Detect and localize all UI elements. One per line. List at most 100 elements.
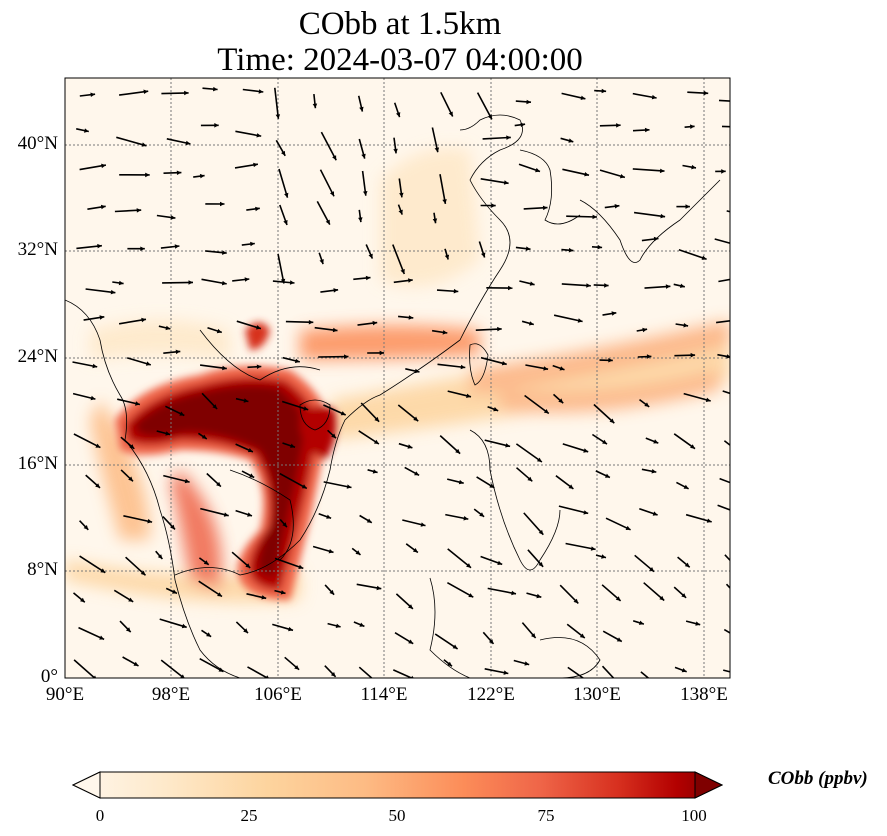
wind-arrow-shaft <box>277 253 285 284</box>
wind-arrow-head <box>344 354 349 359</box>
wind-arrow-head <box>243 628 248 634</box>
wind-arrow-head <box>740 395 745 399</box>
wind-arrow-shaft <box>437 363 466 369</box>
x-tick-label: 130°E <box>573 684 621 705</box>
wind-arrow-head <box>290 443 295 448</box>
wind-arrow-shaft <box>118 90 149 96</box>
wind-arrow-head <box>217 592 222 597</box>
wind-arrow-shaft <box>320 131 337 161</box>
wind-arrow-head <box>128 597 134 602</box>
wind-arrow-head <box>583 510 589 515</box>
wind-arrow-head <box>642 327 648 333</box>
wind-arrow-head <box>466 563 471 568</box>
wind-arrow-head <box>732 318 737 323</box>
wind-arrow-shaft <box>163 474 190 483</box>
wind-arrow-head <box>505 443 511 448</box>
wind-arrow-head <box>529 281 535 286</box>
wind-arrow-shaft <box>718 278 730 283</box>
wind-arrow-head <box>125 627 131 633</box>
wind-arrow-head <box>294 358 300 364</box>
wind-arrow-shaft <box>392 669 414 678</box>
wind-arrow-shaft <box>524 394 550 415</box>
wind-arrow-shaft <box>358 666 373 678</box>
wind-arrow-shaft <box>440 91 454 117</box>
wind-arrow-head <box>329 191 334 197</box>
wind-arrow-head <box>652 511 658 516</box>
wind-arrow-head <box>181 623 187 629</box>
wind-arrow-head <box>432 218 438 224</box>
wind-arrow-head <box>527 476 533 482</box>
wind-arrow-head <box>646 354 652 359</box>
wind-arrow-shaft <box>439 174 447 205</box>
wind-arrow-head <box>586 283 591 288</box>
wind-arrow-head <box>288 626 293 632</box>
x-tick-label: 122°E <box>467 684 515 705</box>
wind-arrow-head <box>583 448 589 453</box>
wind-arrow-head <box>331 433 336 439</box>
wind-arrow-head <box>223 512 229 517</box>
wind-arrow-head <box>453 288 459 294</box>
wind-arrow-head <box>721 169 726 174</box>
wind-arrow-head <box>408 639 414 644</box>
wind-arrow-head <box>172 589 177 594</box>
wind-arrow-shaft <box>515 443 543 463</box>
wind-arrow-head <box>359 106 364 112</box>
wind-arrow-head <box>408 604 413 609</box>
wind-arrow-head <box>326 514 332 519</box>
wind-arrow-head <box>503 180 509 185</box>
wind-arrow-head <box>372 320 378 326</box>
wind-arrow-head <box>741 244 746 248</box>
wind-arrow-head <box>258 89 264 94</box>
wind-arrow-shaft <box>643 582 665 602</box>
wind-arrow-head <box>584 172 589 177</box>
wind-arrow-head <box>681 668 687 673</box>
wind-arrow-shaft <box>73 659 96 678</box>
wind-arrow-shaft <box>278 168 289 198</box>
wind-arrow-head <box>508 285 513 291</box>
wind-arrow-head <box>703 90 709 96</box>
wind-arrow-head <box>393 148 398 154</box>
wind-arrow-head <box>312 103 318 109</box>
wind-arrow-head <box>460 364 466 370</box>
wind-arrow-shaft <box>717 504 730 511</box>
wind-arrow-head <box>602 439 607 445</box>
wind-arrow-head <box>525 246 531 251</box>
wind-arrow-head <box>136 208 142 213</box>
wind-arrow-head <box>408 315 414 320</box>
wind-arrow-head <box>245 563 251 568</box>
wind-arrow-head <box>170 524 175 530</box>
wind-arrow-shaft <box>198 580 223 598</box>
wind-arrow-head <box>176 170 182 175</box>
wind-arrow-head <box>261 595 267 600</box>
wind-arrow-head <box>100 204 106 210</box>
wind-arrow-head <box>308 320 314 325</box>
wind-arrow-shaft <box>73 433 101 449</box>
wind-arrow-head <box>653 236 659 242</box>
wind-arrow-shaft <box>279 472 308 490</box>
wind-arrow-shaft <box>447 548 472 569</box>
wind-arrow-head <box>705 397 711 402</box>
x-tick-label: 114°E <box>360 684 408 705</box>
wind-arrow-head <box>145 172 150 178</box>
wind-arrow-head <box>247 512 252 517</box>
wind-arrow-head <box>346 484 352 489</box>
wind-arrow-shaft <box>558 505 589 515</box>
wind-arrow-head <box>577 318 583 323</box>
wind-arrow-head <box>690 444 695 449</box>
wind-arrow-shaft <box>199 364 227 370</box>
wind-arrow-head <box>332 327 338 333</box>
coastlines <box>65 114 721 678</box>
wind-arrow-head <box>174 244 180 249</box>
wind-arrow-head <box>573 598 579 604</box>
wind-arrow-shaft <box>281 400 309 411</box>
colorbar-bar <box>71 771 724 799</box>
wind-arrow-head <box>355 550 361 555</box>
wind-arrow-head <box>524 661 530 666</box>
wind-arrow-head <box>411 675 414 678</box>
wind-arrow-shaft <box>565 542 596 551</box>
wind-arrow-head <box>597 244 603 250</box>
wind-arrow-head <box>559 366 565 371</box>
wind-arrow-head <box>690 124 695 129</box>
wind-arrow-head <box>216 481 221 487</box>
